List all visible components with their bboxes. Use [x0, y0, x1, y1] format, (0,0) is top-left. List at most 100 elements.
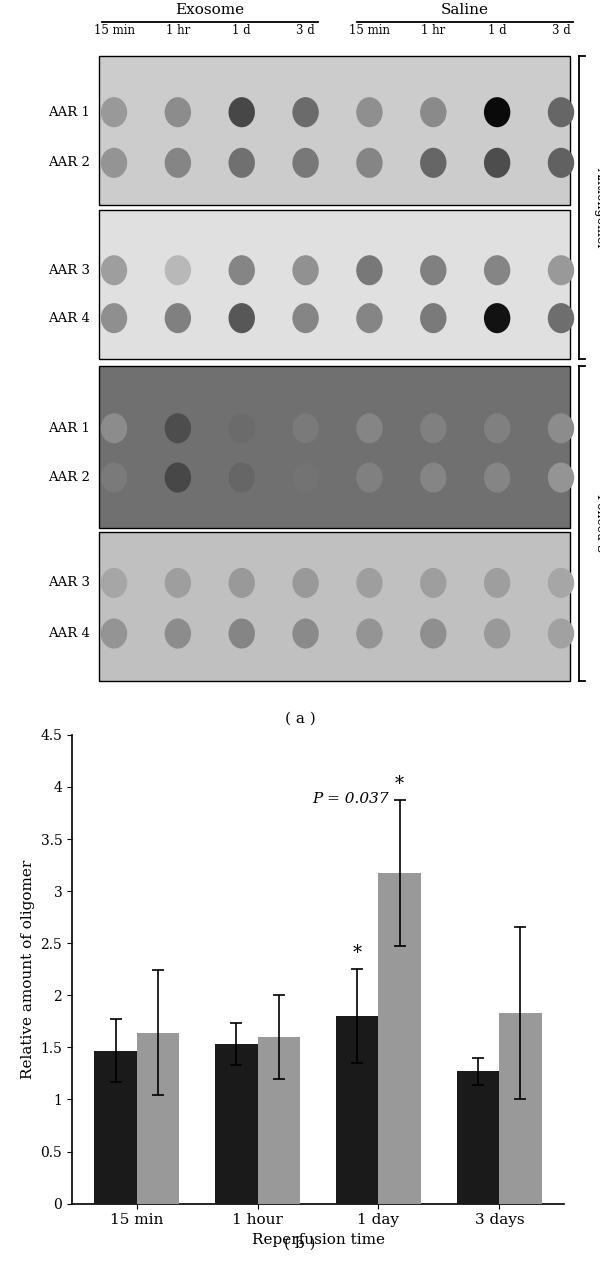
Bar: [457, 1072, 499, 1204]
Text: Saline: Saline: [441, 3, 489, 16]
Circle shape: [292, 98, 319, 127]
Text: AAR 3: AAR 3: [48, 576, 90, 589]
Circle shape: [229, 255, 255, 285]
Text: Ponceu S: Ponceu S: [594, 494, 600, 552]
Circle shape: [548, 303, 574, 333]
Text: P = 0.037: P = 0.037: [312, 792, 389, 806]
Circle shape: [164, 148, 191, 177]
Bar: [499, 1014, 542, 1204]
Circle shape: [164, 255, 191, 285]
Bar: [215, 1044, 257, 1204]
Circle shape: [420, 98, 446, 127]
Text: 1 hr: 1 hr: [166, 24, 190, 37]
Circle shape: [420, 618, 446, 649]
Circle shape: [356, 618, 383, 649]
Circle shape: [420, 462, 446, 493]
Circle shape: [420, 255, 446, 285]
Text: Antioligomer: Antioligomer: [594, 166, 600, 248]
Circle shape: [164, 303, 191, 333]
Circle shape: [229, 303, 255, 333]
Circle shape: [548, 255, 574, 285]
Circle shape: [229, 618, 255, 649]
Circle shape: [101, 98, 127, 127]
Circle shape: [420, 303, 446, 333]
Circle shape: [101, 413, 127, 443]
Circle shape: [548, 462, 574, 493]
Circle shape: [101, 568, 127, 598]
Circle shape: [356, 148, 383, 177]
Text: AAR 3: AAR 3: [48, 264, 90, 276]
Circle shape: [229, 568, 255, 598]
Circle shape: [229, 413, 255, 443]
Circle shape: [292, 568, 319, 598]
Circle shape: [484, 148, 511, 177]
Circle shape: [164, 98, 191, 127]
Circle shape: [548, 148, 574, 177]
Circle shape: [292, 413, 319, 443]
Text: AAR 2: AAR 2: [48, 156, 90, 170]
Text: ( b ): ( b ): [284, 1237, 316, 1251]
Bar: [257, 1036, 300, 1204]
Text: 3 d: 3 d: [551, 24, 571, 37]
Circle shape: [548, 618, 574, 649]
Circle shape: [101, 618, 127, 649]
Circle shape: [548, 568, 574, 598]
Circle shape: [484, 413, 511, 443]
Text: ( a ): ( a ): [284, 712, 316, 726]
Circle shape: [229, 462, 255, 493]
Text: Exosome: Exosome: [175, 3, 244, 16]
Circle shape: [484, 98, 511, 127]
Circle shape: [484, 568, 511, 598]
Circle shape: [164, 568, 191, 598]
Text: AAR 4: AAR 4: [48, 627, 90, 640]
Text: 15 min: 15 min: [349, 24, 390, 37]
Circle shape: [548, 413, 574, 443]
Circle shape: [548, 98, 574, 127]
Circle shape: [484, 618, 511, 649]
Circle shape: [356, 568, 383, 598]
Circle shape: [356, 98, 383, 127]
Circle shape: [484, 255, 511, 285]
Circle shape: [356, 462, 383, 493]
Text: AAR 2: AAR 2: [48, 471, 90, 484]
Text: *: *: [395, 775, 404, 793]
Bar: [94, 1050, 137, 1204]
Circle shape: [101, 462, 127, 493]
X-axis label: Reperfusion time: Reperfusion time: [251, 1233, 385, 1247]
Circle shape: [292, 148, 319, 177]
Circle shape: [229, 148, 255, 177]
Text: 1 d: 1 d: [232, 24, 251, 37]
Circle shape: [229, 98, 255, 127]
Circle shape: [101, 148, 127, 177]
Text: *: *: [353, 944, 362, 962]
Circle shape: [292, 255, 319, 285]
Text: 1 d: 1 d: [488, 24, 506, 37]
Text: AAR 1: AAR 1: [48, 422, 90, 435]
Circle shape: [164, 462, 191, 493]
Circle shape: [164, 618, 191, 649]
Circle shape: [292, 462, 319, 493]
Circle shape: [356, 255, 383, 285]
Circle shape: [292, 618, 319, 649]
Circle shape: [420, 568, 446, 598]
Circle shape: [101, 255, 127, 285]
Text: AAR 4: AAR 4: [48, 312, 90, 324]
Circle shape: [356, 413, 383, 443]
Bar: [99, 210, 570, 360]
Bar: [336, 1016, 379, 1204]
Bar: [99, 56, 570, 205]
Bar: [379, 873, 421, 1204]
Text: 1 hr: 1 hr: [421, 24, 445, 37]
Circle shape: [356, 303, 383, 333]
Circle shape: [420, 148, 446, 177]
Circle shape: [292, 303, 319, 333]
Circle shape: [101, 303, 127, 333]
Text: 3 d: 3 d: [296, 24, 315, 37]
Bar: [137, 1033, 179, 1204]
Text: 15 min: 15 min: [94, 24, 134, 37]
Y-axis label: Relative amount of oligomer: Relative amount of oligomer: [21, 859, 35, 1079]
Circle shape: [484, 303, 511, 333]
Bar: [99, 366, 570, 528]
Circle shape: [484, 462, 511, 493]
Circle shape: [420, 413, 446, 443]
